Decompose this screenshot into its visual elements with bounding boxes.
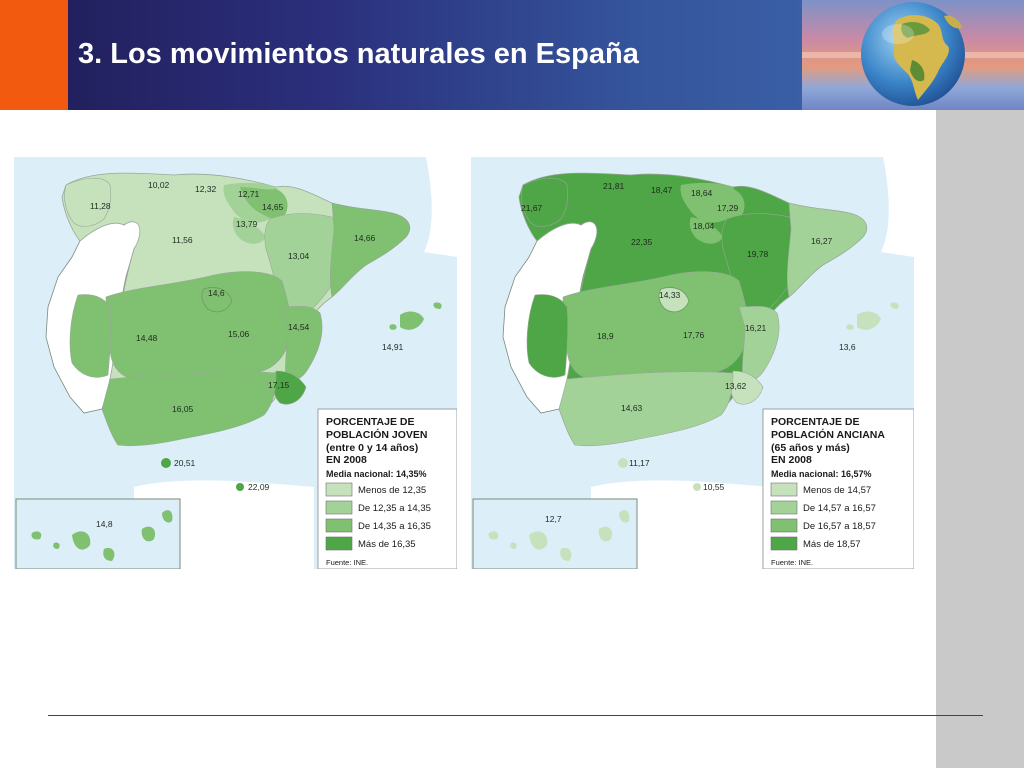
region-value-label: 17,15 xyxy=(268,380,290,390)
legend-item-label: De 14,35 a 16,35 xyxy=(358,521,431,532)
region-value-label: 12,32 xyxy=(195,184,217,194)
legend-swatch xyxy=(770,482,798,497)
region-value-label: 20,51 xyxy=(174,458,196,468)
legend-title-line: POBLACIÓN ANCIANA xyxy=(771,428,885,441)
region-value-label: 17,76 xyxy=(683,330,705,340)
legend-title-line: EN 2008 xyxy=(771,454,812,466)
region-value-label: 14,33 xyxy=(659,290,681,300)
region-value-label: 13,04 xyxy=(288,251,310,261)
legend-joven: PORCENTAJE DE POBLACIÓN JOVEN (entre 0 y… xyxy=(325,416,431,567)
region-value-label: 18,47 xyxy=(651,185,673,195)
title-bar: 3. Los movimientos naturales en España xyxy=(68,0,802,110)
region-value-label: 13,62 xyxy=(725,381,747,391)
region-value-label: 22,09 xyxy=(248,482,270,492)
region-value-label: 11,56 xyxy=(172,235,193,245)
region-value-label: 18,9 xyxy=(597,331,614,341)
region-value-label: 16,21 xyxy=(745,323,767,333)
legend-item-label: Más de 16,35 xyxy=(358,539,416,550)
legend-item-label: Menos de 14,57 xyxy=(803,485,871,496)
region-value-label: 10,02 xyxy=(148,180,170,190)
region-value-label: 14,48 xyxy=(136,333,158,343)
region-value-label: 18,04 xyxy=(693,221,715,231)
legend-average: Media nacional: 16,57% xyxy=(771,469,872,479)
legend-title-line: (65 años y más) xyxy=(771,442,850,454)
region-value-label: 12,7 xyxy=(545,514,562,524)
legend-swatch xyxy=(770,500,798,515)
legend-title-line: EN 2008 xyxy=(326,454,367,466)
legend-title-line: (entre 0 y 14 años) xyxy=(326,442,418,454)
region-value-label: 14,54 xyxy=(288,322,310,332)
region-value-label: 11,28 xyxy=(90,201,111,211)
map-poblacion-joven: PORCENTAJE DE POBLACIÓN JOVEN (entre 0 y… xyxy=(14,157,457,569)
region-value-label: 16,27 xyxy=(811,236,833,246)
region-value-label: 13,79 xyxy=(236,219,258,229)
region-value-label: 14,66 xyxy=(354,233,376,243)
legend-title-line: PORCENTAJE DE xyxy=(771,416,860,428)
region-value-label: 12,71 xyxy=(238,189,260,199)
region-value-label: 18,64 xyxy=(691,188,713,198)
legend-item-label: De 14,57 a 16,57 xyxy=(803,503,876,514)
region-labels: 21,67 21,81 18,47 18,64 17,29 18,04 22,3… xyxy=(521,181,856,524)
region-value-label: 21,67 xyxy=(521,203,543,213)
region-value-label: 16,05 xyxy=(172,404,194,414)
legend-item-label: Menos de 12,35 xyxy=(358,485,426,496)
region-value-label: 10,55 xyxy=(703,482,725,492)
globe-panel xyxy=(802,0,1024,110)
region-value-label: 13,6 xyxy=(839,342,856,352)
region-value-label: 19,78 xyxy=(747,249,769,259)
region-value-label: 14,8 xyxy=(96,519,113,529)
map-poblacion-anciana: PORCENTAJE DE POBLACIÓN ANCIANA (65 años… xyxy=(471,157,914,569)
legend-source: Fuente: INE. xyxy=(326,558,368,567)
region-value-label: 21,81 xyxy=(603,181,625,191)
legend-anciana: PORCENTAJE DE POBLACIÓN ANCIANA (65 años… xyxy=(770,416,885,567)
region-value-label: 11,17 xyxy=(629,458,650,468)
legend-source: Fuente: INE. xyxy=(771,558,813,567)
region-value-label: 17,29 xyxy=(717,203,739,213)
legend-swatch xyxy=(770,518,798,533)
legend-item-label: Más de 18,57 xyxy=(803,539,861,550)
legend-swatch xyxy=(325,500,353,515)
legend-average: Media nacional: 14,35% xyxy=(326,469,427,479)
region-value-label: 14,63 xyxy=(621,403,643,413)
region-value-label: 14,65 xyxy=(262,202,284,212)
legend-item-label: De 12,35 a 14,35 xyxy=(358,503,431,514)
legend-item-label: De 16,57 a 18,57 xyxy=(803,521,876,532)
legend-title-line: PORCENTAJE DE xyxy=(326,416,415,428)
region-value-label: 14,91 xyxy=(382,342,404,352)
side-strip xyxy=(936,110,1024,768)
legend-swatch xyxy=(325,482,353,497)
region-labels: 11,28 10,02 12,32 12,71 14,65 13,79 11,5… xyxy=(90,180,404,529)
legend-swatch xyxy=(325,518,353,533)
region-value-label: 15,06 xyxy=(228,329,250,339)
region-value-label: 22,35 xyxy=(631,237,653,247)
accent-bar xyxy=(0,0,68,110)
legend-title-line: POBLACIÓN JOVEN xyxy=(326,428,428,441)
legend-swatch xyxy=(325,536,353,551)
legend-swatch xyxy=(770,536,798,551)
slide-title: 3. Los movimientos naturales en España xyxy=(78,38,639,70)
footer-rule xyxy=(48,715,983,716)
globe-icon xyxy=(802,0,1024,110)
region-value-label: 14,6 xyxy=(208,288,225,298)
